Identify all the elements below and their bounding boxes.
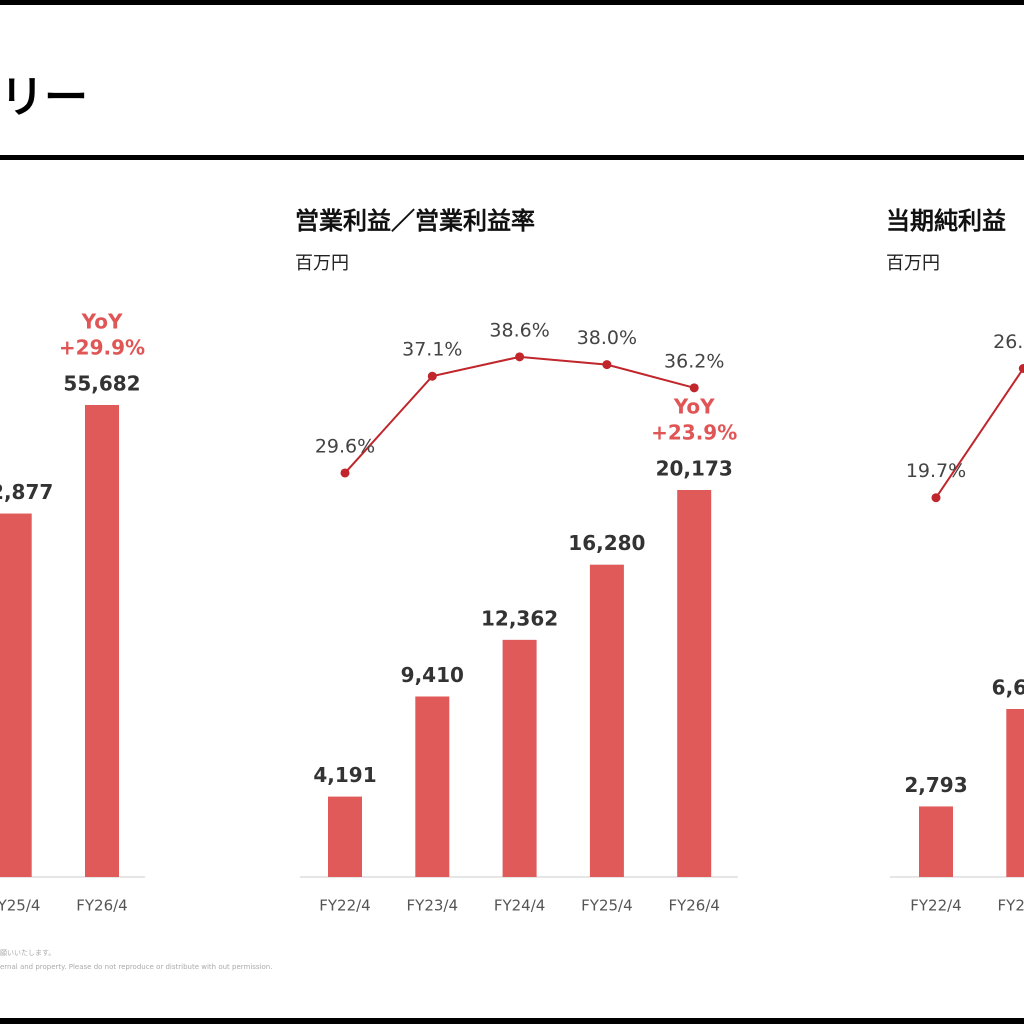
footer-note: 願いいたします。 [0,949,55,957]
margin-point [515,352,525,362]
value-label: 4,191 [313,763,376,787]
value-label: 2,793 [904,773,967,797]
chart-title: 当期純利益 [886,207,1006,235]
margin-point [602,360,612,370]
slide-title: リー [0,72,88,123]
margin-point [931,493,941,503]
footer-note: ernal and property. Please do not reprod… [0,963,272,971]
bar [919,806,953,877]
margin-label: 19.7% [906,460,966,482]
x-tick-label: FY22/4 [910,897,961,915]
chart-title: 営業利益／営業利益率 [295,207,535,235]
margin-point [689,383,699,393]
value-label: 20,173 [656,457,733,481]
margin-label: 26.5% [993,331,1024,353]
bar [328,796,362,877]
x-tick-label: FY23/4 [407,897,458,915]
x-tick-label: FY26/4 [76,897,127,915]
value-label: 6,650 [992,676,1024,700]
value-label: 16,280 [568,531,645,555]
x-tick-label: FY24/4 [494,897,545,915]
yoy-value: +23.9% [651,421,737,445]
bar [415,696,450,877]
value-label: 12,362 [481,606,558,630]
yoy-label: YoY [81,310,123,334]
x-tick-label: FY23/4 [998,897,1024,915]
bar [677,490,712,877]
margin-label: 29.6% [315,435,375,457]
margin-point [340,468,350,478]
top-border [0,0,1024,5]
value-label: 9,410 [401,663,464,687]
margin-label: 36.2% [664,350,724,372]
margin-label: 38.0% [577,327,637,349]
x-tick-label: FY25/4 [0,897,40,915]
value-label: 42,877 [0,480,53,504]
margin-label: 38.6% [489,319,549,341]
yoy-label: YoY [673,395,715,419]
bottom-border [0,1018,1024,1024]
bar [0,513,32,877]
yoy-value: +29.9% [59,336,145,360]
header-rule [0,155,1024,160]
margin-point [427,371,437,381]
bar [502,639,537,877]
bar [85,405,119,877]
unit-label: 百万円 [295,253,349,274]
unit-label: 百万円 [886,253,940,274]
x-tick-label: FY22/4 [319,897,370,915]
bar [589,564,624,877]
x-tick-label: FY25/4 [581,897,632,915]
margin-point [1018,364,1024,373]
bar [1006,709,1024,877]
x-tick-label: FY26/4 [668,897,719,915]
value-label: 55,682 [63,372,140,396]
margin-label: 37.1% [402,339,462,361]
margin-line [935,367,1024,499]
